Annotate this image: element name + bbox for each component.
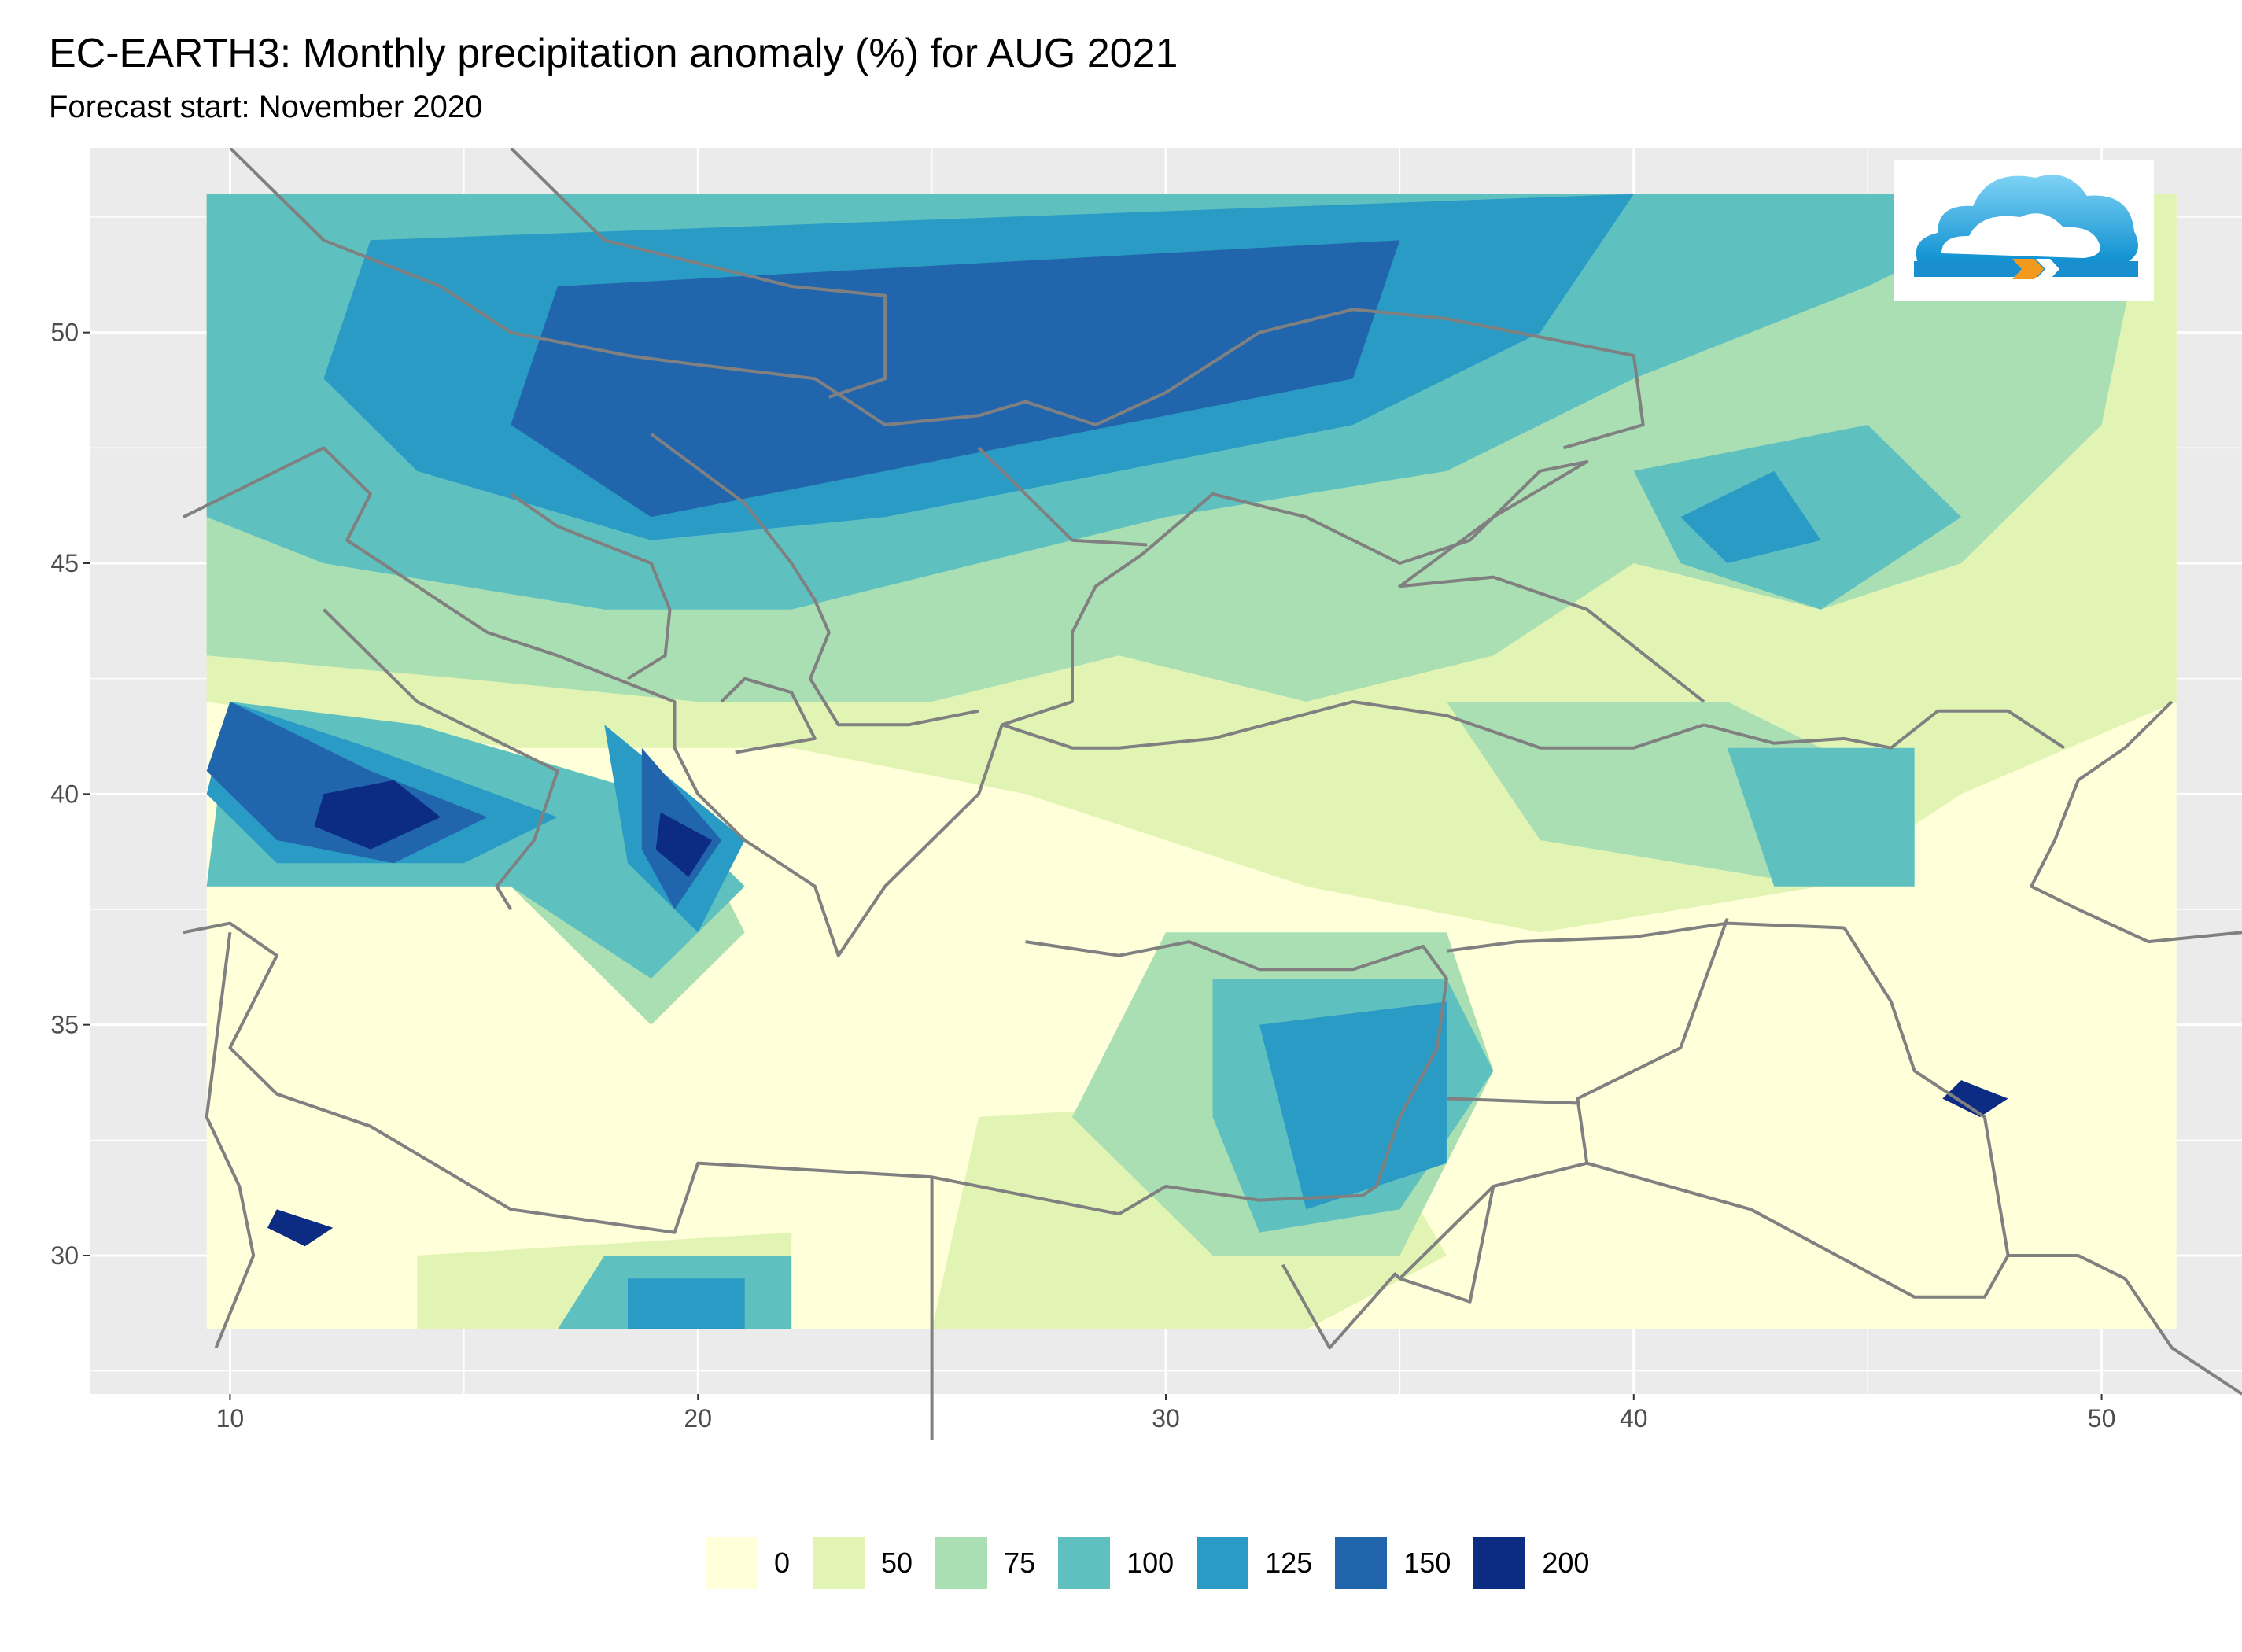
legend-key bbox=[935, 1536, 989, 1590]
map-panel: 10 20 30 40 50 30 35 40 45 50 bbox=[50, 148, 2242, 1440]
country-borders bbox=[183, 148, 2242, 1440]
anomaly-band-200 bbox=[1942, 1080, 2008, 1117]
anomaly-band-125 bbox=[1680, 470, 1821, 563]
border-line bbox=[977, 446, 1148, 547]
legend-item: 125 bbox=[1196, 1536, 1312, 1590]
chart-title: EC-EARTH3: Monthly precipitation anomaly… bbox=[49, 31, 1178, 76]
anomaly-band-150 bbox=[511, 240, 1400, 518]
legend-key bbox=[1196, 1536, 1250, 1590]
legend-label: 150 bbox=[1403, 1547, 1451, 1579]
border-line bbox=[510, 492, 672, 680]
border-line bbox=[1446, 921, 1845, 953]
anomaly-band-125 bbox=[1259, 1001, 1447, 1210]
x-tick-label: 30 bbox=[1152, 1404, 1180, 1433]
legend-label: 200 bbox=[1542, 1547, 1590, 1579]
border-line bbox=[1703, 709, 2066, 750]
x-tick-label: 50 bbox=[2088, 1404, 2116, 1433]
legend-item: 75 bbox=[935, 1536, 1035, 1590]
legend-item: 0 bbox=[705, 1536, 790, 1590]
border-line bbox=[1842, 927, 2010, 1256]
border-line bbox=[228, 148, 1645, 450]
cloud-logo-icon bbox=[1894, 160, 2154, 301]
y-tick-label: 30 bbox=[50, 1241, 79, 1270]
coastline-north-med bbox=[183, 446, 1705, 957]
anomaly-band-200 bbox=[314, 780, 441, 850]
x-tick-label: 20 bbox=[684, 1404, 712, 1433]
legend-item: 50 bbox=[812, 1536, 913, 1590]
south-med-coast bbox=[183, 921, 1448, 1234]
legend-label: 50 bbox=[881, 1547, 913, 1579]
legend-item: 150 bbox=[1334, 1536, 1451, 1590]
caspian-coast bbox=[2030, 700, 2242, 944]
legend-key bbox=[705, 1536, 758, 1590]
sinai-coast bbox=[1281, 1263, 1401, 1350]
border-line bbox=[650, 433, 979, 727]
legend-label: 75 bbox=[1004, 1547, 1036, 1579]
x-axis: 10 20 30 40 50 bbox=[216, 1394, 2116, 1433]
legend-key bbox=[812, 1536, 866, 1590]
y-tick-label: 45 bbox=[50, 549, 79, 577]
y-tick-label: 35 bbox=[50, 1011, 79, 1039]
legend-key bbox=[1334, 1536, 1388, 1590]
chart-subtitle: Forecast start: November 2020 bbox=[49, 90, 483, 124]
y-tick-label: 40 bbox=[50, 780, 79, 808]
anomaly-band-200 bbox=[267, 1209, 334, 1247]
legend-label: 0 bbox=[774, 1547, 791, 1579]
border-line bbox=[205, 932, 256, 1349]
x-tick-label: 40 bbox=[1620, 1404, 1648, 1433]
legend-item: 100 bbox=[1057, 1536, 1174, 1590]
border-line bbox=[1399, 1186, 1495, 1304]
anomaly-band-200 bbox=[655, 812, 713, 877]
legend: 0 50 75 100 125 150 200 bbox=[705, 1536, 1611, 1591]
anomaly-band-125 bbox=[628, 1278, 745, 1329]
black-sea-coast bbox=[1001, 459, 1705, 727]
legend-key bbox=[1057, 1536, 1112, 1590]
y-tick-label: 50 bbox=[50, 319, 79, 347]
legend-label: 125 bbox=[1265, 1547, 1313, 1579]
legend-label: 100 bbox=[1127, 1547, 1174, 1579]
x-tick-label: 10 bbox=[216, 1404, 245, 1433]
border-line bbox=[1446, 1097, 1578, 1105]
gulf-coast bbox=[2008, 1254, 2242, 1396]
y-axis: 30 35 40 45 50 bbox=[50, 319, 90, 1270]
border-line bbox=[1398, 918, 1729, 1280]
anomaly-field bbox=[206, 194, 2177, 1329]
anomaly-band-100 bbox=[1727, 747, 1915, 887]
italy-coast bbox=[322, 608, 559, 911]
border-line bbox=[1586, 1161, 2010, 1299]
legend-key bbox=[1473, 1536, 1527, 1590]
legend-item: 200 bbox=[1473, 1536, 1589, 1590]
border-line bbox=[509, 148, 887, 399]
border-line bbox=[720, 677, 817, 754]
